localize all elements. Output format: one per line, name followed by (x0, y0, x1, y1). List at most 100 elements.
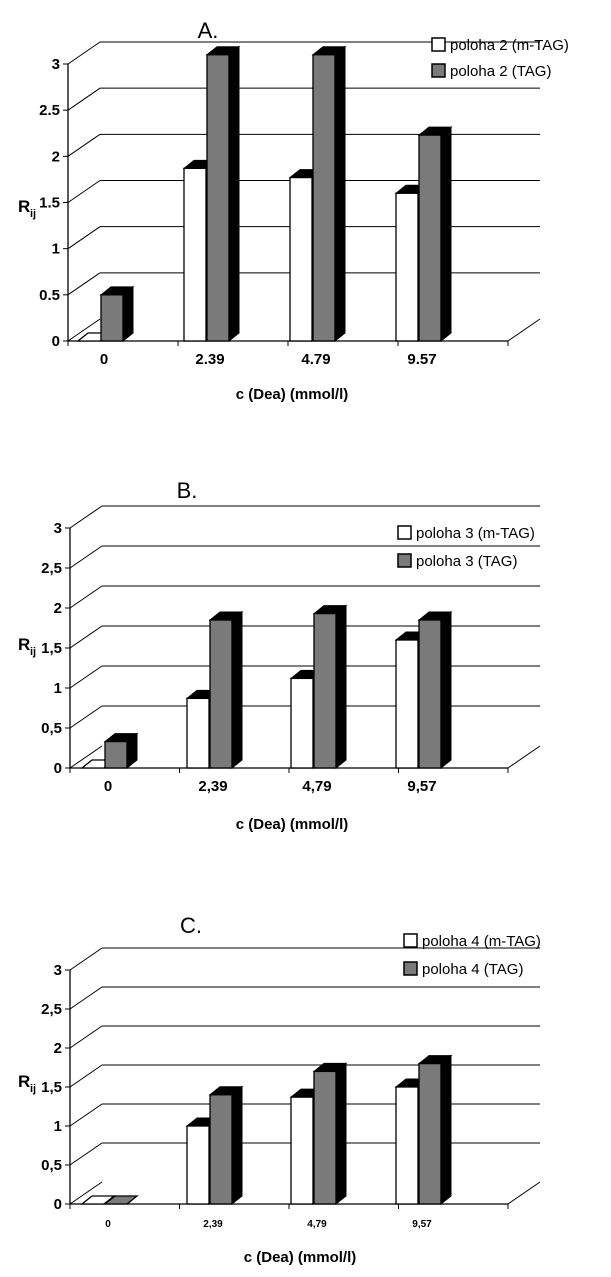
grid-diagonal (69, 1025, 103, 1049)
grid-diagonal (69, 1064, 103, 1088)
y-axis-label-subscript: ij (30, 646, 36, 658)
x-tick-label: 9.57 (407, 351, 436, 368)
bar-front (104, 740, 128, 769)
x-axis-label: c (Dea) (mmol/l) (236, 386, 349, 403)
bar-front (418, 619, 442, 769)
bar-front (395, 1086, 419, 1205)
legend-label: poloha 3 (TAG) (416, 553, 517, 570)
chart-title: A. (198, 18, 219, 43)
x-tick-label: 9,57 (412, 1219, 432, 1230)
bar-side (122, 285, 134, 343)
bar-side (231, 610, 243, 770)
bar-front (313, 612, 337, 769)
grid-diagonal (69, 1181, 103, 1205)
y-axis-label: R (18, 635, 30, 654)
bar-tag (103, 732, 139, 770)
bar-front (186, 1125, 210, 1205)
bar-tag (205, 45, 241, 343)
bar-front (418, 1062, 442, 1205)
x-axis-label: c (Dea) (mmol/l) (244, 1249, 357, 1266)
bar-front (395, 639, 419, 769)
y-tick-label: 2.5 (39, 102, 60, 119)
y-tick-label: 2 (54, 1040, 62, 1057)
grid-diagonal (69, 545, 103, 569)
y-tick-label: 2 (52, 148, 60, 165)
bar-side (440, 126, 452, 343)
grid-diagonal (69, 947, 103, 971)
y-axis-label: R (18, 197, 30, 216)
y-axis-label-subscript: ij (30, 208, 36, 220)
y-tick-label: 0 (54, 1196, 62, 1213)
legend-swatch (431, 37, 446, 52)
bar-side (231, 1085, 243, 1206)
bar-front (289, 176, 313, 342)
grid-diagonal (69, 585, 103, 609)
floor-edge (507, 318, 541, 342)
x-tick-label: 0 (100, 351, 108, 368)
bar-front (312, 54, 336, 342)
legend-swatch (431, 63, 446, 78)
bar-tag (312, 604, 348, 770)
x-tick-label: 4.79 (301, 351, 330, 368)
bar-tag (311, 45, 347, 343)
bar-tag (103, 1195, 139, 1205)
bar-side (228, 45, 240, 343)
grid-diagonal (69, 505, 103, 529)
y-tick-label: 1,5 (41, 1079, 62, 1096)
y-tick-label: 1,5 (41, 640, 62, 657)
grid-diagonal (67, 180, 101, 203)
chart-panel-1: B. 0 0,5 1 1,5 2 2,5 3 0 2,39 4,79 9,57 c (Dea) (mmo… (18, 478, 541, 833)
bar-flat (103, 1195, 139, 1205)
y-tick-label: 0,5 (41, 720, 62, 737)
x-tick-label: 0 (105, 1219, 111, 1230)
y-axis-label: R (18, 1072, 30, 1091)
y-tick-label: 0 (52, 333, 60, 350)
bar-tag (99, 285, 135, 343)
floor-edge (507, 1181, 541, 1205)
grid-diagonal (67, 318, 101, 342)
x-tick-label: 2,39 (198, 778, 227, 795)
grid-diagonal (67, 272, 101, 296)
grid-diagonal (69, 1142, 103, 1166)
y-tick-label: 0,5 (41, 1157, 62, 1174)
bar-front (209, 619, 233, 769)
bar-front (313, 1070, 337, 1205)
grid-diagonal (67, 133, 101, 157)
bar-front (206, 54, 230, 342)
y-axis-label-subscript: ij (30, 1083, 36, 1095)
grid-diagonal (69, 745, 103, 769)
y-tick-label: 1 (54, 680, 62, 697)
y-tick-label: 0.5 (39, 287, 60, 304)
legend-label: poloha 3 (m-TAG) (416, 525, 535, 542)
bar-front (290, 1096, 314, 1205)
legend-label: poloha 4 (m-TAG) (422, 933, 541, 950)
bar-tag (417, 1054, 453, 1206)
x-tick-label: 4,79 (302, 778, 331, 795)
bar-front (418, 134, 442, 342)
chart-title: C. (180, 913, 202, 938)
bar-side (440, 610, 452, 770)
floor-edge (507, 745, 541, 769)
x-tick-label: 2.39 (195, 351, 224, 368)
grid-diagonal (69, 705, 103, 729)
y-tick-label: 2,5 (41, 560, 62, 577)
bar-mtag (80, 1195, 116, 1205)
grid-diagonal (69, 665, 103, 689)
y-tick-label: 2,5 (41, 1001, 62, 1018)
x-tick-label: 9,57 (407, 778, 436, 795)
bar-side (334, 45, 346, 343)
bar-tag (417, 126, 453, 343)
y-tick-label: 1.5 (39, 195, 60, 212)
x-tick-label: 4,79 (307, 1219, 327, 1230)
y-tick-label: 3 (54, 962, 62, 979)
y-tick-label: 1 (52, 241, 60, 258)
bar-front (100, 294, 124, 342)
bar-tag (208, 1085, 244, 1206)
bar-front (209, 1094, 233, 1205)
legend-swatch (397, 553, 412, 568)
bar-front (290, 677, 314, 769)
chart-panel-2: C. 0 0,5 1 1,5 2 2,5 3 0 2,39 4,79 9,57 c (Dea) (mmo… (18, 913, 541, 1266)
legend-swatch (403, 933, 418, 948)
